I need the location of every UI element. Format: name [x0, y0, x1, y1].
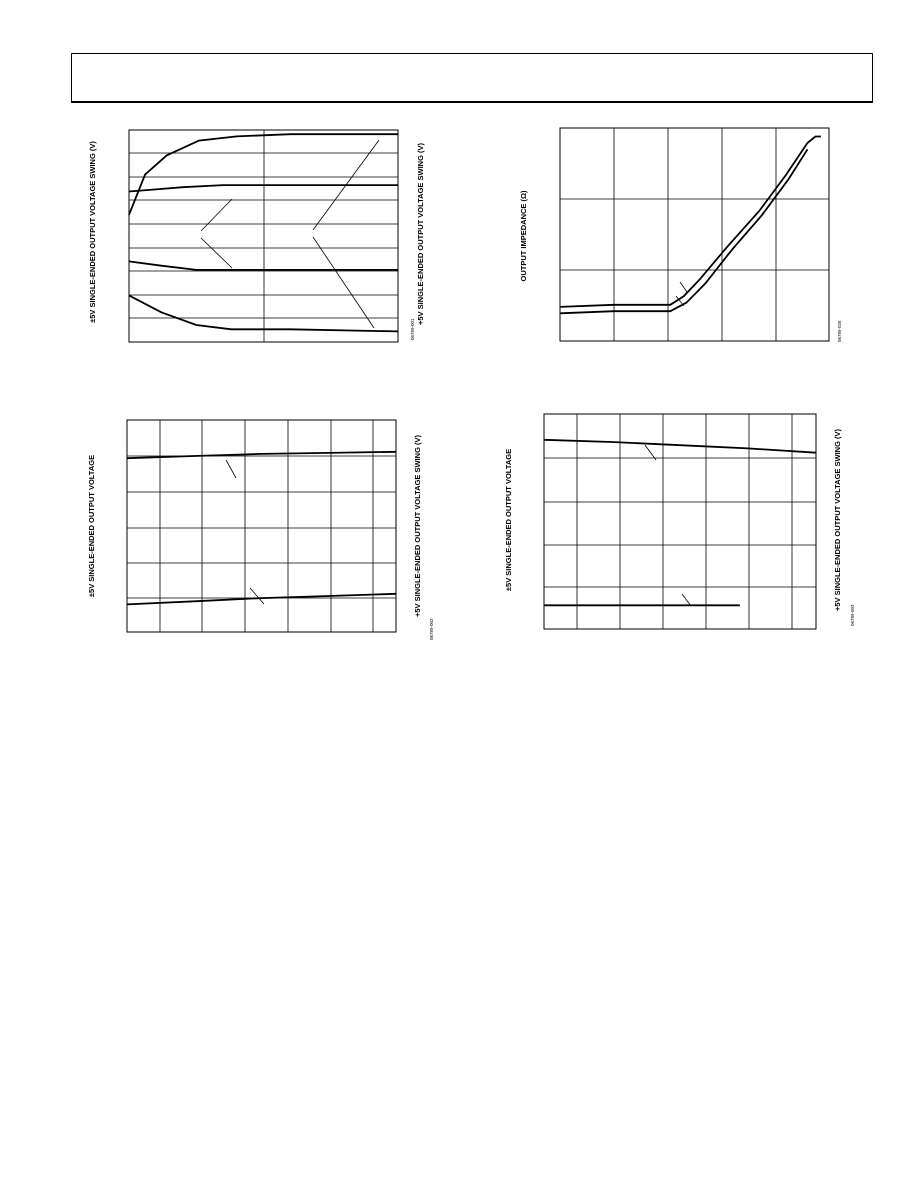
series-line-2 [128, 184, 398, 193]
y-axis-label-left: ±5V SINGLE-ENDED OUTPUT VOLTAGE SWING (V… [88, 141, 97, 323]
figure-code: 06789-003 [850, 604, 855, 626]
chart-output-impedance: OUTPUT IMPEDANCE (Ω) 06789-026 [519, 127, 842, 342]
pointer-arrows [644, 444, 692, 607]
series-line-3 [128, 260, 398, 271]
series-line-1 [128, 133, 398, 216]
series-line-1 [126, 450, 397, 460]
chart-output-swing-vs-load: ±5V SINGLE-ENDED OUTPUT VOLTAGE SWING (V… [88, 129, 425, 343]
plot-frame [559, 127, 830, 342]
series-line-4 [128, 294, 399, 333]
y-axis-label-right: +5V SINGLE-ENDED OUTPUT VOLTAGE SWING (V… [833, 428, 842, 611]
figure-code: 06789-001 [410, 318, 415, 340]
pointer-arrows [225, 459, 265, 605]
y-axis-label-right: +5V SINGLE-ENDED OUTPUT VOLTAGE SWING (V… [413, 434, 422, 617]
series-line-1 [543, 438, 817, 454]
figure-code: 06789-026 [837, 320, 842, 342]
y-axis-label-left: ±5V SINGLE-ENDED OUTPUT VOLTAGE [504, 449, 513, 591]
chart-output-swing-vs-temperature: ±5V SINGLE-ENDED OUTPUT VOLTAGE +5V SING… [504, 413, 855, 630]
plot-frame [543, 413, 817, 630]
grid-lines [544, 414, 816, 629]
page-header-box [71, 53, 873, 103]
grid-lines [560, 128, 829, 341]
chart-output-swing-vs-supply: ±5V SINGLE-ENDED OUTPUT VOLTAGE +5V SING… [87, 419, 434, 640]
plot-frame [126, 419, 397, 633]
y-axis-label-right: +5V SINGLE-ENDED OUTPUT VOLTAGE SWING (V… [416, 142, 425, 325]
series-line-1 [559, 135, 821, 308]
y-axis-label-left: OUTPUT IMPEDANCE (Ω) [519, 190, 528, 282]
pointer-arrows [200, 139, 380, 329]
figure-code: 06789-002 [429, 618, 434, 640]
series-line-2 [559, 148, 809, 315]
plot-frame [128, 129, 399, 343]
grid-lines [129, 130, 398, 342]
y-axis-label-left: ±5V SINGLE-ENDED OUTPUT VOLTAGE [87, 455, 96, 597]
pointer-arrows [675, 281, 688, 307]
series-line-2 [126, 592, 397, 606]
